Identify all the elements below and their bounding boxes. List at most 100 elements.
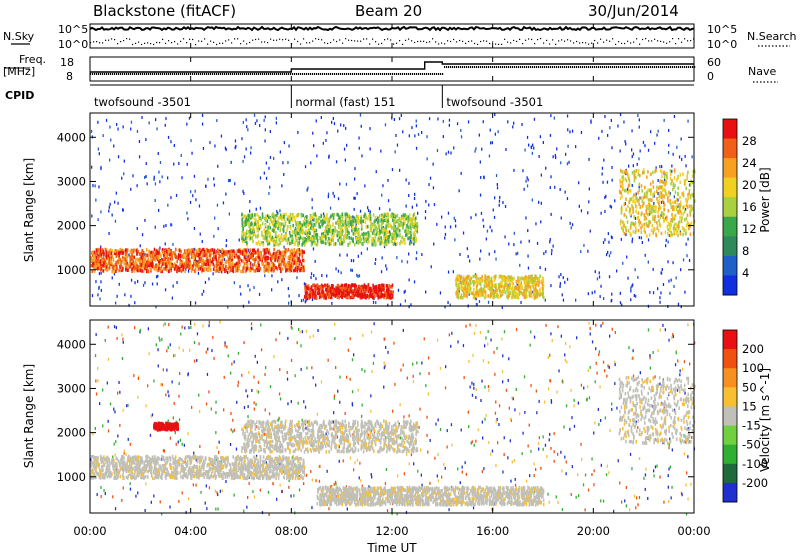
echo-speckle — [607, 250, 609, 254]
echo-speckle — [192, 194, 194, 198]
echo-speckle — [625, 142, 627, 146]
echo-cell — [284, 236, 287, 240]
echo-cell — [241, 248, 244, 253]
echo-cell — [254, 232, 256, 236]
echo-cell — [177, 253, 180, 257]
echo-speckle — [130, 127, 132, 131]
echo-cell — [388, 295, 391, 300]
echo-cell — [345, 228, 347, 233]
nsearch-point — [135, 42, 137, 44]
nsearch-point — [579, 42, 581, 44]
echo-cell — [360, 292, 363, 297]
echo-cell — [519, 283, 522, 287]
freq-left-tick-bottom: 8 — [66, 70, 73, 83]
nsearch-point — [468, 40, 470, 43]
echo-cell — [477, 279, 480, 283]
echo-cell — [277, 216, 280, 220]
echo-cell — [228, 250, 231, 254]
nave-point — [146, 73, 148, 75]
echo-cell — [98, 252, 101, 256]
echo-speckle — [205, 184, 207, 188]
echo-cell — [482, 288, 484, 292]
echo-cell — [257, 263, 260, 267]
nsearch-point — [156, 41, 158, 44]
echo-cell — [263, 251, 266, 255]
echo-cell — [257, 252, 260, 256]
echo-cell — [204, 253, 206, 257]
echo-speckle — [142, 283, 145, 287]
echo-cell — [275, 224, 278, 228]
echo-speckle — [634, 268, 636, 272]
echo-cell — [338, 222, 341, 226]
echo-cell — [143, 264, 146, 268]
echo-cell — [351, 221, 353, 225]
echo-cell — [150, 268, 153, 272]
nave-point — [278, 73, 280, 75]
nave-point — [502, 66, 504, 68]
echo-cell — [283, 235, 285, 239]
echo-speckle — [513, 121, 515, 125]
echo-speckle — [405, 178, 407, 182]
echo-cell — [265, 233, 268, 238]
echo-cell — [240, 269, 242, 274]
nsearch-point — [495, 43, 497, 45]
echo-speckle — [608, 240, 610, 244]
nsearch-point — [675, 43, 677, 45]
echo-cell — [371, 291, 373, 295]
echo-cell — [475, 279, 478, 283]
echo-cell — [334, 226, 336, 230]
echo-cell — [156, 251, 158, 255]
echo-speckle — [590, 120, 592, 124]
echo-speckle — [288, 294, 290, 298]
echo-speckle — [426, 135, 428, 139]
echo-cell — [364, 290, 366, 295]
echo-cell — [531, 278, 534, 282]
nsearch-point — [261, 41, 263, 43]
echo-cell — [471, 291, 473, 296]
nsearch-point — [522, 43, 524, 45]
echo-cell — [348, 236, 350, 240]
echo-cell — [269, 231, 271, 236]
echo-cell — [179, 255, 181, 259]
echo-speckle — [397, 288, 400, 292]
echo-speckle — [663, 201, 665, 205]
echo-speckle — [635, 294, 637, 298]
echo-cell — [329, 293, 332, 297]
echo-cell — [276, 253, 279, 258]
echo-cell — [495, 274, 497, 278]
echo-cell — [242, 269, 244, 274]
echo-cell — [244, 236, 247, 241]
echo-cell — [204, 266, 206, 271]
nave-point — [226, 73, 228, 75]
echo-cell — [109, 260, 112, 264]
echo-cell — [375, 225, 377, 230]
echo-cell — [94, 252, 97, 256]
nsearch-point — [120, 41, 122, 43]
echo-cell — [400, 235, 403, 240]
echo-speckle — [313, 274, 315, 278]
nave-point — [430, 73, 432, 75]
echo-cell — [513, 294, 516, 299]
echo-cell — [169, 252, 171, 256]
echo-cell — [95, 259, 97, 263]
echo-speckle — [167, 203, 169, 207]
echo-cell — [110, 255, 113, 260]
echo-cell — [490, 276, 493, 281]
echo-speckle — [91, 214, 93, 218]
echo-cell — [358, 293, 360, 297]
echo-cell — [133, 269, 136, 273]
echo-speckle — [195, 198, 197, 202]
echo-cell — [102, 269, 105, 273]
echo-cell — [162, 250, 164, 255]
nave-point — [206, 73, 208, 75]
echo-cell — [235, 261, 238, 266]
echo-cell — [299, 221, 301, 225]
echo-cell — [144, 266, 146, 270]
echo-speckle — [496, 186, 499, 190]
echo-cell — [365, 289, 367, 293]
echo-cell — [362, 287, 365, 291]
echo-speckle — [540, 173, 542, 177]
echo-cell — [498, 275, 501, 279]
nave-point — [406, 73, 408, 75]
echo-speckle — [570, 226, 572, 230]
